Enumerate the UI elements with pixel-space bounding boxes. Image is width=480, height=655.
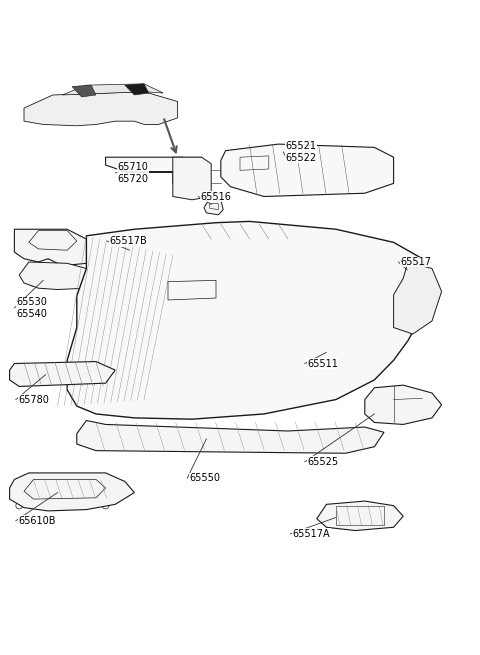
Polygon shape <box>67 221 432 419</box>
Text: 65511: 65511 <box>307 358 338 369</box>
Text: 65521
65522: 65521 65522 <box>286 141 317 162</box>
Polygon shape <box>317 501 403 531</box>
Text: 65530
65540: 65530 65540 <box>17 297 48 318</box>
Text: 65780: 65780 <box>18 394 49 405</box>
Polygon shape <box>365 385 442 424</box>
Text: 65550: 65550 <box>190 473 221 483</box>
Text: 65517: 65517 <box>401 257 432 267</box>
Polygon shape <box>10 362 115 386</box>
Polygon shape <box>72 85 96 97</box>
Polygon shape <box>394 262 442 334</box>
Polygon shape <box>125 84 149 95</box>
Polygon shape <box>173 157 211 200</box>
Polygon shape <box>204 200 223 215</box>
Text: 65610B: 65610B <box>18 515 56 526</box>
Polygon shape <box>182 157 202 160</box>
Text: 65516: 65516 <box>201 191 231 202</box>
Polygon shape <box>221 144 394 196</box>
Ellipse shape <box>133 105 155 121</box>
Ellipse shape <box>212 310 239 338</box>
Polygon shape <box>24 92 178 126</box>
Polygon shape <box>77 421 384 453</box>
Polygon shape <box>106 157 202 187</box>
Polygon shape <box>110 241 173 263</box>
Polygon shape <box>401 259 418 280</box>
Polygon shape <box>10 473 134 511</box>
Ellipse shape <box>37 103 59 119</box>
Polygon shape <box>62 84 163 95</box>
Text: 65710
65720: 65710 65720 <box>118 162 149 183</box>
Text: 65517A: 65517A <box>293 529 330 539</box>
Text: 65517B: 65517B <box>109 236 147 246</box>
Polygon shape <box>19 262 96 290</box>
Polygon shape <box>14 229 96 265</box>
Text: 65525: 65525 <box>307 457 338 467</box>
